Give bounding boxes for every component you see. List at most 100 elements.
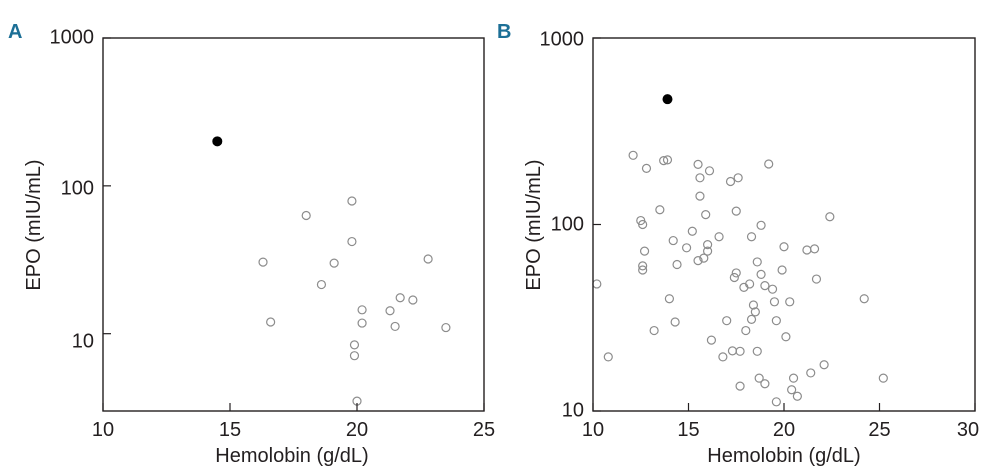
panel-a-data-point xyxy=(316,279,327,290)
panel-b-data-point xyxy=(664,294,675,304)
panel-b-data-point xyxy=(752,346,762,356)
panel-a-data-point xyxy=(349,351,360,361)
panel-b-data-point xyxy=(802,245,812,255)
panel-b-data-point xyxy=(702,246,713,256)
panel-b-data-point xyxy=(706,335,717,345)
panel-b-plot-frame xyxy=(592,37,976,412)
panel-b-data-point xyxy=(811,274,822,284)
panel-b-data-point xyxy=(735,346,745,356)
panel-b-data-point xyxy=(771,316,781,326)
panel-b-data-point xyxy=(659,156,669,166)
panel-b-data-point xyxy=(731,206,741,216)
panel-b-data-point xyxy=(695,191,705,201)
panel-b-data-point xyxy=(754,373,764,383)
panel-a-x-axis-label: Hemolobin (g/dL) xyxy=(215,445,368,467)
panel-b-ytick-label-10: 10 xyxy=(562,399,584,421)
panel-a-data-point xyxy=(408,295,418,305)
panel-a-xtick-label-25: 25 xyxy=(473,419,495,441)
panel-b-xtick-label-20: 20 xyxy=(773,419,795,441)
panel-b-data-point xyxy=(670,317,680,327)
panel-b-data-point xyxy=(809,244,820,254)
panel-b-data-point xyxy=(745,279,755,289)
panel-b-data-point xyxy=(806,368,816,378)
panel-b-data-point xyxy=(655,205,665,215)
panel-a-xtick-label-10: 10 xyxy=(92,419,114,441)
panel-a-xtick-label-15: 15 xyxy=(219,419,241,441)
panel-b-data-point xyxy=(725,176,736,187)
panel-b-data-point xyxy=(746,232,757,242)
panel-b-data-point xyxy=(764,159,774,169)
panel-b-data-point xyxy=(672,259,682,270)
panel-b-xtick-label-30: 30 xyxy=(957,419,979,441)
panel-b-data-point xyxy=(701,210,711,220)
panel-a-data-point xyxy=(266,317,276,327)
panel-b-data-point xyxy=(693,159,703,170)
panel-b-data-point xyxy=(792,391,802,401)
panel-b-data-point xyxy=(735,381,745,391)
panel-a-data-point xyxy=(301,210,311,221)
panel-b-data-point xyxy=(756,269,766,280)
panel-b-data-point xyxy=(693,256,703,266)
panel-b-data-point xyxy=(777,265,787,275)
panel-b: B 10 100 1000 10 15 20 25 30 Hemolobin (… xyxy=(497,21,979,467)
panel-b-data-point xyxy=(714,232,724,242)
panel-a-plot-frame xyxy=(102,37,485,412)
panel-b-data-point xyxy=(859,294,869,304)
panel-a-data-point xyxy=(441,322,451,333)
panel-a-points xyxy=(212,136,451,406)
panel-b-data-point xyxy=(729,272,739,283)
panel-b-data-point xyxy=(687,226,697,236)
panel-b-data-point xyxy=(704,166,715,176)
panel-a-y-axis-label: EPO (mIU/mL) xyxy=(23,159,45,290)
panel-b-ytick-label-100: 100 xyxy=(551,213,584,235)
panel-b-data-point xyxy=(639,246,650,256)
panel-b-data-point xyxy=(638,261,648,271)
panel-b-data-point xyxy=(638,219,648,230)
panel-b-data-point xyxy=(649,325,659,336)
panel-b-data-point xyxy=(771,397,781,407)
panel-a: A 10 100 1000 10 15 20 25 Hemolobin (g/d… xyxy=(8,21,495,467)
panel-b-ticks xyxy=(592,37,976,412)
panel-b-data-point xyxy=(785,297,795,307)
panel-b-data-point xyxy=(638,265,648,275)
panel-b-data-point xyxy=(741,325,751,336)
panel-b-data-point xyxy=(628,150,638,160)
panel-b-data-point xyxy=(695,173,705,183)
panel-a-letter: A xyxy=(8,21,22,43)
panel-b-data-point xyxy=(748,300,759,310)
panel-a-ytick-label-10: 10 xyxy=(72,330,94,352)
panel-a-xtick-label-20: 20 xyxy=(346,419,368,441)
panel-b-data-point xyxy=(781,332,791,342)
panel-b-data-point xyxy=(702,240,713,250)
panel-b-data-point xyxy=(825,212,835,222)
panel-a-data-point xyxy=(258,257,268,267)
panel-a-ytick-label-100: 100 xyxy=(61,177,94,199)
panel-b-data-point xyxy=(788,373,799,383)
panel-b-data-point xyxy=(767,284,778,294)
panel-a-data-point xyxy=(329,258,339,268)
panel-b-data-point xyxy=(592,279,602,289)
panel-a-data-point xyxy=(385,306,395,316)
panel-b-data-point xyxy=(668,235,678,246)
panel-b-data-point xyxy=(878,373,888,383)
panel-b-data-point xyxy=(641,163,652,173)
panel-b-data-point xyxy=(779,242,789,252)
panel-b-xtick-label-15: 15 xyxy=(677,419,699,441)
panel-a-data-point xyxy=(347,236,357,247)
panel-b-data-point xyxy=(731,268,741,278)
panel-b-data-point xyxy=(681,243,692,253)
panel-b-points xyxy=(592,94,888,407)
panel-a-data-point xyxy=(357,305,367,315)
panel-b-data-point xyxy=(727,346,738,356)
panel-b-data-point xyxy=(760,281,770,291)
panel-b-ytick-label-1000: 1000 xyxy=(540,28,585,50)
panel-a-data-point xyxy=(349,340,360,350)
panel-b-data-point xyxy=(733,173,743,183)
panel-b-x-axis-label: Hemolobin (g/dL) xyxy=(707,445,860,467)
panel-b-highlight-point xyxy=(662,94,673,105)
panel-a-ticks xyxy=(102,37,485,411)
panel-a-highlight-point xyxy=(212,136,223,147)
panel-a-data-point xyxy=(390,321,400,332)
panel-b-data-point xyxy=(603,352,613,362)
